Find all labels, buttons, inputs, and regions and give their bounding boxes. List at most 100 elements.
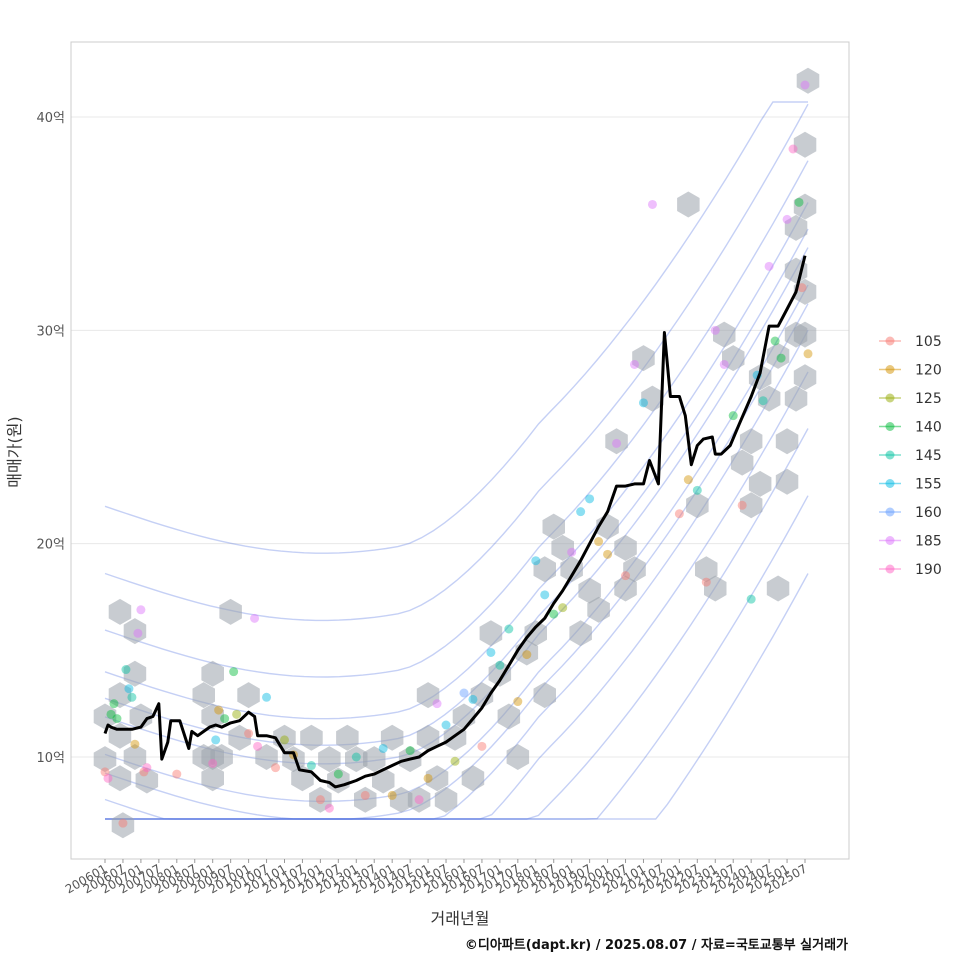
data-point [306,761,316,771]
hexbin [793,193,817,220]
y-tick-label: 30억 [36,324,65,339]
contour-line [104,160,809,678]
hexbin [135,767,159,794]
contour-line [104,202,809,720]
hexbin [470,682,494,709]
data-point [764,261,774,271]
legend-key-point [885,422,895,431]
hexbin [389,786,413,813]
hexbin [722,345,745,372]
hexbin [111,812,135,839]
data-point [250,613,260,623]
data-point [112,714,122,724]
legend-key-point [885,536,895,545]
data-point [121,665,131,675]
data-point [567,547,577,557]
legend-label: 120 [915,363,942,379]
hexbin [605,428,628,455]
data-point [432,699,442,709]
hexbin [730,449,754,476]
hexbin [614,575,637,602]
hexbin [578,577,601,604]
hexbin [108,682,132,709]
hexbin [632,345,655,372]
data-point [800,80,810,90]
data-point [139,767,149,777]
hexbin [416,682,440,709]
hexbin [748,470,772,497]
hexbin [766,575,790,602]
hexbin [255,744,278,770]
data-point [504,624,514,634]
hexbin [775,428,799,455]
hexbin [228,724,251,751]
hexbin [506,744,530,770]
data-point [701,577,711,587]
hexbin [488,660,512,687]
hexbin [542,513,565,540]
legend-label: 190 [915,562,942,578]
legend-label: 145 [915,448,942,464]
hexbin [336,724,359,751]
y-axis-ticks: 10억 20억 30억 40억 [36,111,65,766]
data-point [737,500,747,510]
hexbin [793,278,817,305]
data-point [621,571,631,581]
hexbin [784,214,808,241]
hexbin [300,724,323,751]
hexbin [108,598,132,625]
data-point [220,714,230,724]
contour-line [105,573,809,820]
data-point [495,660,505,670]
data-point [603,549,613,559]
data-point [208,758,218,768]
data-point [477,741,487,751]
data-point [279,735,289,745]
data-point [728,411,738,421]
data-point [770,336,780,346]
legend-key-point [885,479,895,488]
hexbin [123,618,147,645]
data-point [585,494,595,504]
data-point [441,720,451,730]
hexbin [380,724,404,751]
data-point [232,709,242,719]
hexbin [318,746,341,773]
data-point [405,746,415,756]
hexbin [425,765,449,792]
data-point [103,773,113,783]
data-point [106,709,116,719]
x-axis-title: 거래년월 [431,909,490,928]
hexbin [533,556,556,583]
hexbin [686,492,709,519]
hexbin [192,682,215,709]
x-axis-ticks: 2006012006072007012007072008012008072009… [63,859,810,897]
hexbin [93,703,117,730]
hexbin [201,660,224,687]
legend-label: 125 [915,391,942,407]
hexbin [434,786,458,813]
hexbin [796,67,820,94]
legend-label: 140 [915,420,942,436]
data-point [130,739,140,749]
hexbin [479,620,503,647]
hexbin [560,556,583,583]
data-point [629,359,639,369]
hexbin [587,596,610,623]
data-point [576,507,586,517]
hexbin [784,385,808,412]
legend-key-point [885,564,895,574]
data-point [100,767,110,777]
data-point [136,605,146,615]
hexbin [309,786,332,813]
contour-line [104,284,809,802]
data-point [253,741,263,751]
y-tick-label: 20억 [36,538,65,553]
hexbin [354,786,377,813]
data-point [214,705,224,715]
data-point [522,650,532,660]
hexbin [129,703,153,730]
data-point [549,609,559,619]
contour-line [105,428,809,820]
data-point [387,790,397,800]
